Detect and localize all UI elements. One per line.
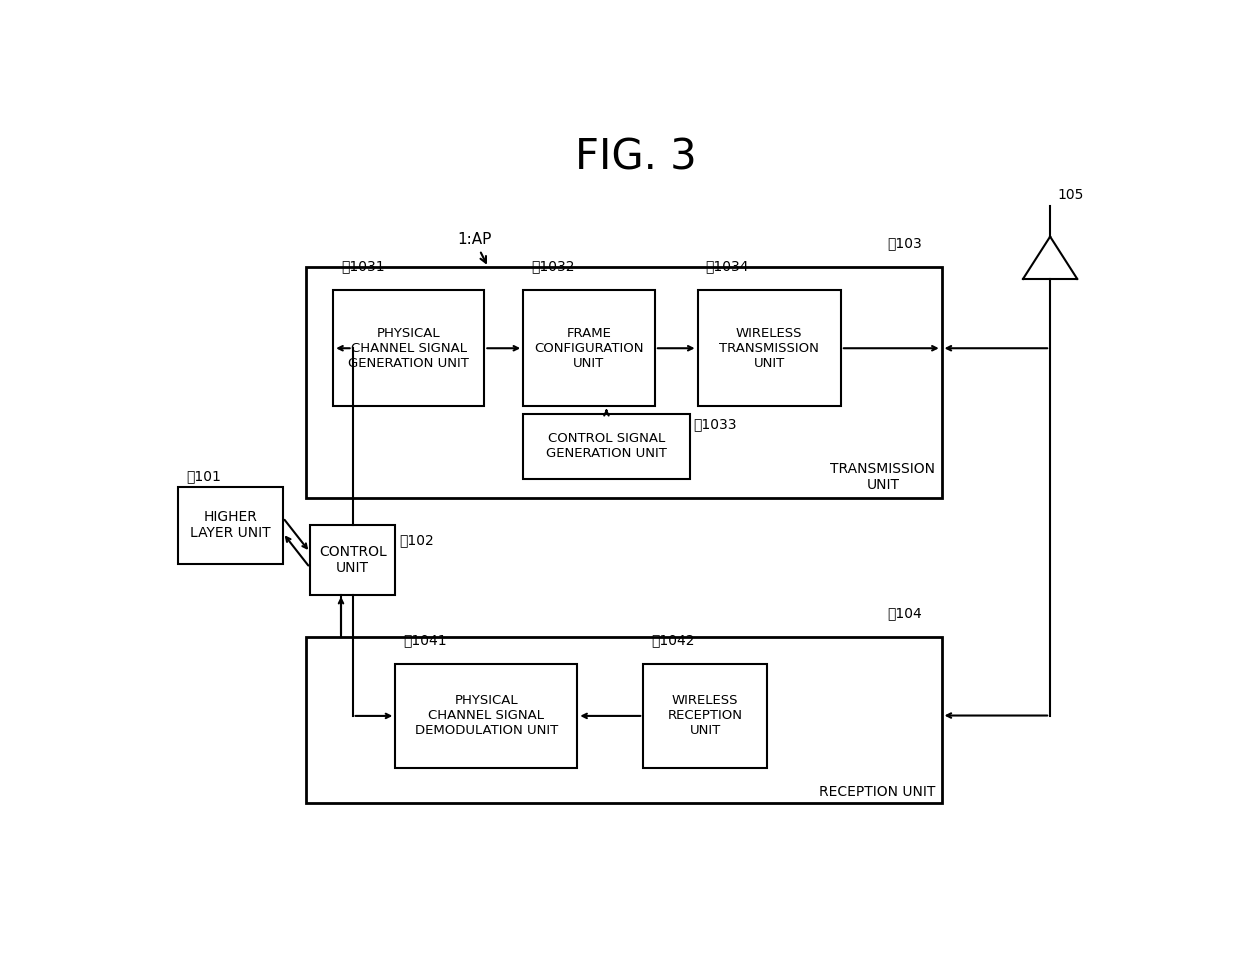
Text: PHYSICAL
CHANNEL SIGNAL
GENERATION UNIT: PHYSICAL CHANNEL SIGNAL GENERATION UNIT xyxy=(348,326,469,369)
Text: RECEPTION UNIT: RECEPTION UNIT xyxy=(820,785,935,798)
Bar xyxy=(306,637,941,802)
Bar xyxy=(644,664,768,768)
Bar xyxy=(334,290,485,406)
Text: ⌒102: ⌒102 xyxy=(399,533,434,547)
Text: ⌒1031: ⌒1031 xyxy=(341,260,384,274)
Text: ⌒1041: ⌒1041 xyxy=(403,633,446,647)
Bar xyxy=(179,487,283,564)
Text: TRANSMISSION
UNIT: TRANSMISSION UNIT xyxy=(831,462,935,492)
Text: ⌒1034: ⌒1034 xyxy=(706,260,749,274)
Bar xyxy=(523,413,689,479)
Text: 1:AP: 1:AP xyxy=(458,233,491,263)
Text: CONTROL
UNIT: CONTROL UNIT xyxy=(319,545,387,575)
Text: WIRELESS
TRANSMISSION
UNIT: WIRELESS TRANSMISSION UNIT xyxy=(719,326,820,369)
Text: WIRELESS
RECEPTION
UNIT: WIRELESS RECEPTION UNIT xyxy=(668,695,743,738)
Text: FIG. 3: FIG. 3 xyxy=(574,136,697,178)
Text: FRAME
CONFIGURATION
UNIT: FRAME CONFIGURATION UNIT xyxy=(534,326,644,369)
Text: HIGHER
LAYER UNIT: HIGHER LAYER UNIT xyxy=(190,510,270,540)
Text: PHYSICAL
CHANNEL SIGNAL
DEMODULATION UNIT: PHYSICAL CHANNEL SIGNAL DEMODULATION UNI… xyxy=(414,695,558,738)
Bar xyxy=(306,268,941,498)
Bar xyxy=(523,290,655,406)
Text: ⌒101: ⌒101 xyxy=(186,469,221,483)
Text: 105: 105 xyxy=(1058,188,1084,202)
Text: ⌒103: ⌒103 xyxy=(888,236,923,250)
Text: ⌒1033: ⌒1033 xyxy=(693,417,737,432)
Text: ⌒1042: ⌒1042 xyxy=(651,633,694,647)
Bar xyxy=(396,664,578,768)
Text: ⌒1032: ⌒1032 xyxy=(531,260,574,274)
Text: ⌒104: ⌒104 xyxy=(888,606,923,620)
Text: CONTROL SIGNAL
GENERATION UNIT: CONTROL SIGNAL GENERATION UNIT xyxy=(546,433,667,460)
Bar xyxy=(697,290,841,406)
Bar xyxy=(310,526,396,595)
